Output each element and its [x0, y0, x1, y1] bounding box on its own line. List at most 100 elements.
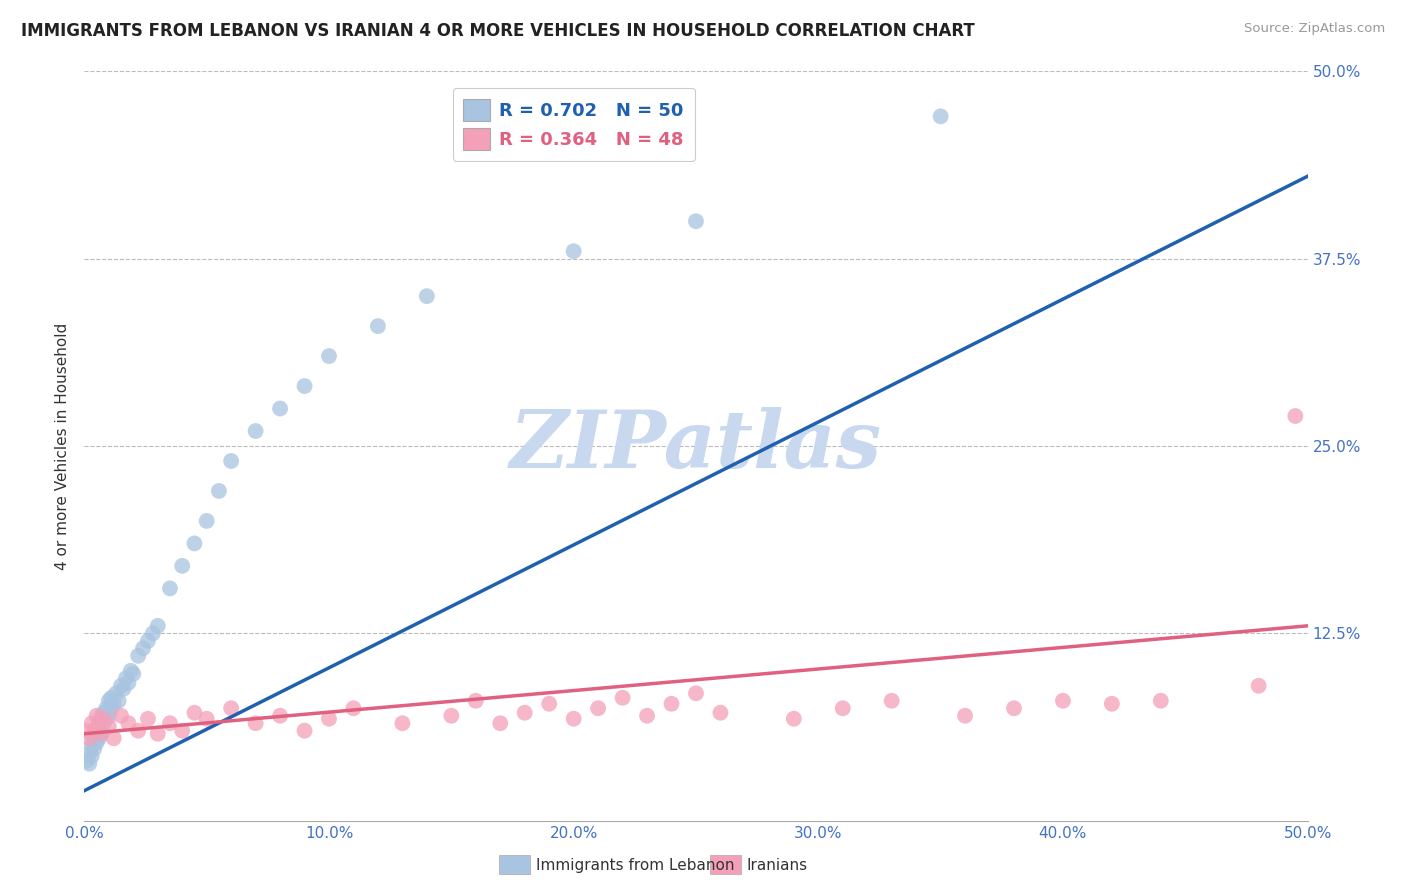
Point [391, 716, 413, 731]
Point [110, 708, 132, 723]
Point [318, 712, 340, 726]
Point [661, 697, 683, 711]
Point [142, 626, 165, 640]
Point [269, 708, 291, 723]
Point [195, 514, 218, 528]
Point [586, 701, 609, 715]
Point [172, 558, 194, 573]
Point [612, 690, 634, 705]
Point [159, 716, 181, 731]
Point [115, 671, 138, 685]
Point [86, 736, 108, 750]
Text: Source: ZipAtlas.com: Source: ZipAtlas.com [1244, 22, 1385, 36]
Point [685, 214, 707, 228]
Point [96, 701, 118, 715]
Point [76, 723, 98, 738]
Point [367, 319, 389, 334]
Text: IMMIGRANTS FROM LEBANON VS IRANIAN 4 OR MORE VEHICLES IN HOUSEHOLD CORRELATION C: IMMIGRANTS FROM LEBANON VS IRANIAN 4 OR … [21, 22, 974, 40]
Point [103, 697, 125, 711]
Point [342, 701, 364, 715]
Point [93, 716, 115, 731]
Point [127, 648, 149, 663]
Point [93, 712, 115, 726]
Point [117, 675, 139, 690]
Point [831, 701, 853, 715]
Point [709, 706, 731, 720]
Point [636, 708, 658, 723]
Point [245, 424, 267, 438]
Point [562, 244, 585, 259]
Point [245, 716, 267, 731]
Point [80, 716, 103, 731]
Point [112, 681, 135, 696]
Point [146, 619, 169, 633]
Point [122, 666, 145, 681]
Point [83, 723, 105, 738]
Point [1101, 697, 1123, 711]
Legend: R = 0.702   N = 50, R = 0.364   N = 48: R = 0.702 N = 50, R = 0.364 N = 48 [453, 88, 695, 161]
Point [120, 664, 142, 678]
Point [97, 719, 120, 733]
Point [159, 582, 181, 596]
Point [93, 706, 115, 720]
Point [83, 741, 105, 756]
Point [538, 697, 561, 711]
Point [513, 706, 536, 720]
Point [294, 723, 316, 738]
Point [136, 633, 159, 648]
Point [562, 712, 585, 726]
Point [105, 686, 128, 700]
Point [77, 746, 100, 760]
Point [1150, 694, 1173, 708]
Text: Immigrants from Lebanon: Immigrants from Lebanon [536, 858, 734, 872]
Point [880, 694, 903, 708]
Point [86, 708, 108, 723]
Point [96, 712, 118, 726]
Point [294, 379, 316, 393]
Point [489, 716, 512, 731]
Point [219, 701, 242, 715]
Point [100, 690, 122, 705]
Point [416, 289, 439, 303]
Point [146, 727, 169, 741]
Point [97, 708, 120, 723]
Point [90, 727, 112, 741]
Point [86, 723, 108, 738]
Point [1002, 701, 1025, 715]
Point [132, 641, 155, 656]
Point [97, 694, 120, 708]
Point [77, 731, 100, 746]
Point [87, 716, 110, 731]
Point [219, 454, 242, 468]
Point [440, 708, 463, 723]
Point [87, 731, 110, 746]
Point [103, 731, 125, 746]
Point [464, 694, 486, 708]
Text: ZIPatlas: ZIPatlas [510, 408, 882, 484]
Point [1247, 679, 1270, 693]
Point [183, 536, 205, 550]
Point [953, 708, 976, 723]
Point [318, 349, 340, 363]
Point [90, 708, 112, 723]
Point [929, 109, 952, 123]
Point [195, 712, 218, 726]
Point [685, 686, 707, 700]
Point [783, 712, 806, 726]
Point [107, 694, 129, 708]
Point [90, 727, 112, 741]
Point [127, 723, 149, 738]
Point [77, 756, 100, 771]
Point [183, 706, 205, 720]
Point [1284, 409, 1306, 423]
Point [117, 716, 139, 731]
Point [83, 731, 105, 746]
Point [1052, 694, 1074, 708]
Point [80, 739, 103, 753]
Point [100, 701, 122, 715]
Point [110, 679, 132, 693]
Point [80, 749, 103, 764]
Point [269, 401, 291, 416]
Point [87, 716, 110, 731]
Y-axis label: 4 or more Vehicles in Household: 4 or more Vehicles in Household [55, 322, 70, 570]
